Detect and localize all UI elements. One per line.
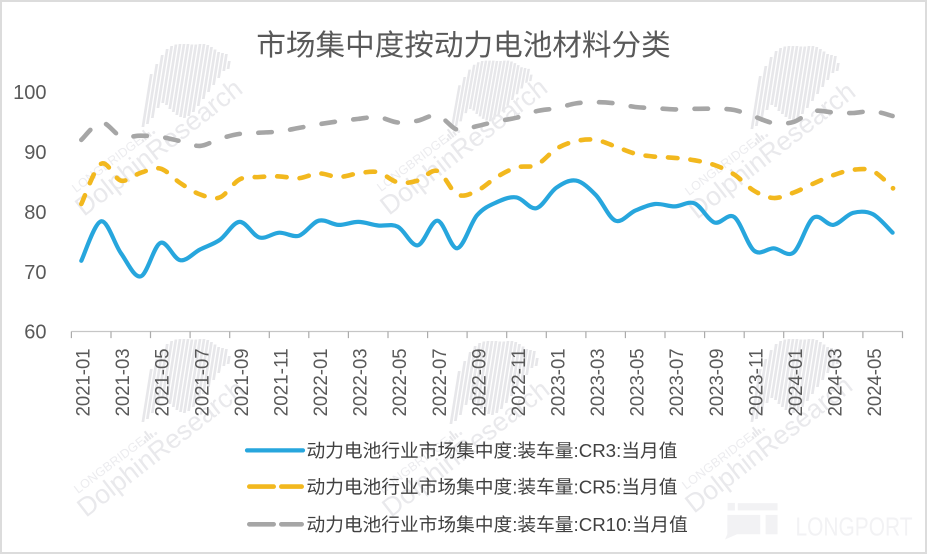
svg-text:2022-03: 2022-03 [350, 348, 372, 416]
svg-text:2023-05: 2023-05 [627, 348, 649, 416]
svg-text:2021-01: 2021-01 [73, 348, 95, 416]
svg-text::: : [512, 440, 517, 461]
svg-text:2021-05: 2021-05 [152, 348, 174, 416]
svg-text:70: 70 [24, 262, 46, 284]
svg-text:LONGPORT: LONGPORT [796, 511, 913, 541]
svg-text:2024-05: 2024-05 [864, 348, 886, 416]
svg-text:2024-01: 2024-01 [785, 348, 807, 416]
svg-text:2023-01: 2023-01 [548, 348, 570, 416]
svg-text:100: 100 [13, 82, 46, 104]
svg-text:2022-05: 2022-05 [389, 348, 411, 416]
svg-text:2022-09: 2022-09 [468, 348, 490, 416]
svg-text:2024-03: 2024-03 [825, 348, 847, 416]
svg-text:2021-09: 2021-09 [231, 348, 253, 416]
svg-text:2023-11: 2023-11 [745, 348, 767, 416]
svg-text::: : [512, 476, 517, 497]
svg-text::CR5:: :CR5: [574, 476, 622, 497]
svg-text:2022-07: 2022-07 [429, 348, 451, 416]
svg-text:2022-11: 2022-11 [508, 348, 530, 416]
svg-text::CR10:: :CR10: [574, 514, 632, 535]
svg-text:2023-03: 2023-03 [587, 348, 609, 416]
svg-text:2023-07: 2023-07 [666, 348, 688, 416]
svg-text::: : [512, 514, 517, 535]
svg-text:90: 90 [24, 142, 46, 164]
svg-text:2021-11: 2021-11 [271, 348, 293, 416]
svg-text:60: 60 [24, 322, 46, 344]
svg-text:80: 80 [24, 202, 46, 224]
svg-text:2023-09: 2023-09 [706, 348, 728, 416]
svg-text:2022-01: 2022-01 [310, 348, 332, 416]
svg-text:2021-07: 2021-07 [191, 348, 213, 416]
svg-text::CR3:: :CR3: [574, 440, 622, 461]
svg-text:2021-03: 2021-03 [112, 348, 134, 416]
